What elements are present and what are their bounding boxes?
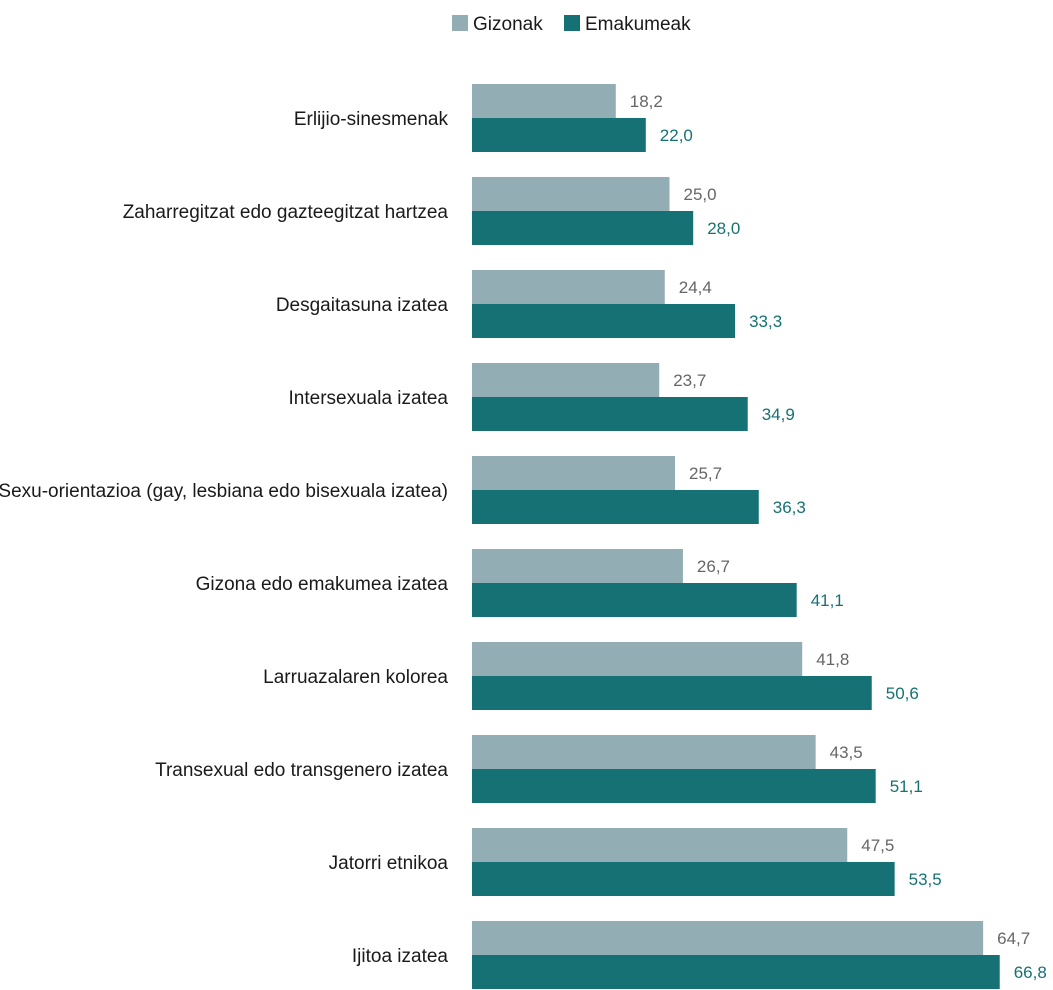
bar-emakumeak <box>472 490 759 524</box>
value-label-gizonak: 25,7 <box>689 464 722 483</box>
value-label-emakumeak: 53,5 <box>909 870 942 889</box>
value-label-gizonak: 41,8 <box>816 650 849 669</box>
bar-emakumeak <box>472 583 797 617</box>
bar-emakumeak <box>472 955 1000 989</box>
value-label-emakumeak: 33,3 <box>749 312 782 331</box>
value-label-gizonak: 43,5 <box>830 743 863 762</box>
bar-emakumeak <box>472 118 646 152</box>
category-label: Erlijio-sinesmenak <box>294 109 449 130</box>
bar-gizonak <box>472 177 670 211</box>
bar-gizonak <box>472 549 683 583</box>
category-label: Sexu-orientazioa (gay, lesbiana edo bise… <box>0 481 448 502</box>
value-label-emakumeak: 41,1 <box>811 591 844 610</box>
bars <box>472 84 1000 989</box>
value-label-gizonak: 24,4 <box>679 278 712 297</box>
bar-gizonak <box>472 735 816 769</box>
bar-emakumeak <box>472 397 748 431</box>
bar-gizonak <box>472 828 848 862</box>
category-label: Intersexuala izatea <box>289 388 449 409</box>
value-label-emakumeak: 51,1 <box>890 777 923 796</box>
bar-gizonak <box>472 642 803 676</box>
value-label-emakumeak: 36,3 <box>773 498 806 517</box>
bar-gizonak <box>472 456 676 490</box>
value-label-gizonak: 25,0 <box>684 185 717 204</box>
value-label-gizonak: 47,5 <box>861 836 894 855</box>
category-label: Gizona edo emakumea izatea <box>196 574 449 595</box>
value-label-emakumeak: 34,9 <box>762 405 795 424</box>
value-label-gizonak: 26,7 <box>697 557 730 576</box>
bar-gizonak <box>472 270 665 304</box>
value-label-gizonak: 18,2 <box>630 92 663 111</box>
value-label-emakumeak: 50,6 <box>886 684 919 703</box>
bar-gizonak <box>472 921 984 955</box>
category-label: Desgaitasuna izatea <box>276 295 449 316</box>
value-label-emakumeak: 66,8 <box>1014 963 1047 982</box>
bar-gizonak <box>472 84 616 118</box>
bar-emakumeak <box>472 676 872 710</box>
value-label-gizonak: 64,7 <box>997 929 1030 948</box>
category-labels: Erlijio-sinesmenak Zaharregitzat edo gazt… <box>0 109 448 967</box>
bar-emakumeak <box>472 862 895 896</box>
category-label: Jatorri etnikoa <box>329 853 449 874</box>
value-label-gizonak: 23,7 <box>673 371 706 390</box>
legend-label-1: Emakumeak <box>585 14 691 35</box>
value-label-emakumeak: 22,0 <box>660 126 693 145</box>
category-label: Ijitoa izatea <box>352 946 449 967</box>
legend-swatch-0 <box>452 15 468 31</box>
category-label: Zaharregitzat edo gazteegitzat hartzea <box>123 202 449 223</box>
bar-emakumeak <box>472 211 694 245</box>
bar-gizonak <box>472 363 660 397</box>
category-label: Transexual edo transgenero izatea <box>155 760 448 781</box>
bar-emakumeak <box>472 304 736 338</box>
category-label: Larruazalaren kolorea <box>263 667 448 688</box>
legend: Gizonak Emakumeak <box>452 14 691 35</box>
legend-label-0: Gizonak <box>473 14 543 35</box>
bar-emakumeak <box>472 769 876 803</box>
value-labels: 18,2 22,0 25,0 28,0 24,4 33,3 23,7 34,9 25,7 36,3… <box>630 92 1047 982</box>
value-label-emakumeak: 28,0 <box>707 219 740 238</box>
legend-swatch-1 <box>564 15 580 31</box>
